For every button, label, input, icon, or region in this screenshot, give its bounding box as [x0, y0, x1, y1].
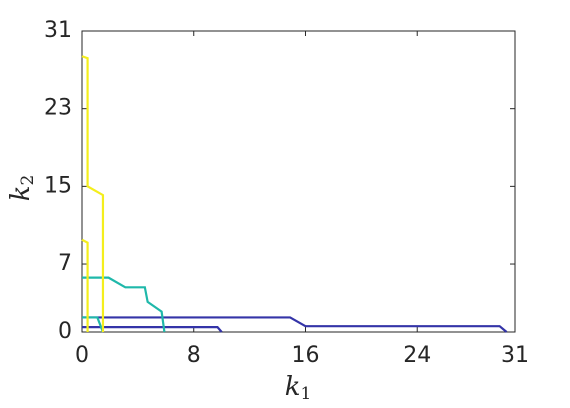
x-tick-label: 16	[291, 343, 319, 368]
data-line	[81, 238, 89, 332]
x-tick-label: 24	[403, 343, 431, 368]
y-axis-label: k2	[6, 175, 38, 202]
x-tick-label: 31	[501, 343, 529, 368]
plot-area: 0 8 16 24 31 0 7 15 23 31	[44, 18, 529, 368]
x-tick-label: 0	[75, 343, 89, 368]
y-label-sub: 2	[18, 175, 38, 186]
y-tick-label: 7	[58, 251, 72, 276]
y-tick-label: 15	[44, 173, 72, 198]
data-line	[82, 316, 104, 333]
data-line	[82, 276, 166, 333]
data-line	[81, 55, 105, 332]
data-line	[82, 326, 223, 333]
data-line	[82, 316, 508, 333]
axes-box	[81, 30, 516, 333]
y-tick-label: 0	[58, 319, 72, 344]
y-label-base: k	[6, 186, 36, 202]
x-tick-label: 8	[187, 343, 201, 368]
y-tick-label: 31	[44, 18, 72, 43]
y-tick-label: 23	[44, 96, 72, 121]
x-axis-label: k1	[285, 372, 312, 404]
x-label-base: k	[285, 372, 301, 402]
x-label-sub: 1	[300, 384, 311, 404]
